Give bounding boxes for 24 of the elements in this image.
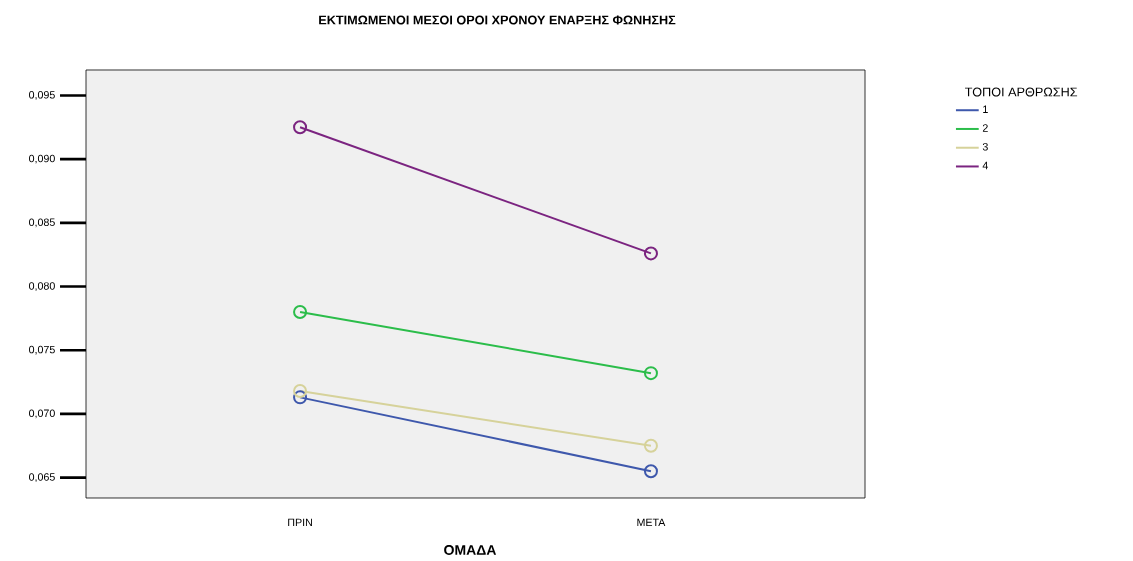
point: [643, 438, 658, 453]
point: [293, 120, 308, 135]
legend-label: 2: [982, 124, 988, 132]
point: [293, 305, 308, 320]
y-tick-label: 0,090: [29, 154, 55, 164]
y-tick-label: 0,070: [29, 409, 55, 419]
point: [293, 383, 308, 398]
legend-label: 3: [982, 143, 988, 151]
point: [643, 366, 658, 381]
y-tick-label: 0,095: [29, 91, 55, 100]
y-tick-label: 0,075: [29, 345, 55, 355]
point: [643, 464, 658, 479]
legend-title: ΤΟΠΟΙ ΑΡΘΡΩΣΗΣ: [965, 87, 1078, 97]
y-tick-label: 0,065: [29, 473, 55, 483]
legend-label: 1: [983, 105, 988, 113]
x-tick-label: ΠΡΙΝ: [288, 518, 312, 527]
point: [293, 390, 308, 405]
chart-title: ΕΚΤΙΜΩΜΕΝΟΙ ΜΕΣΟΙ ΟΡΟΙ ΧΡΟΝΟΥ ΕΝΑΡΞΗΣ ΦΩΝΗΣΗΣ: [319, 15, 676, 25]
x-tick-label: ΜΕΤΑ: [637, 518, 666, 527]
x-axis-title: ΟΜΑΔΑ: [444, 545, 497, 555]
legend-label: 4: [982, 161, 989, 170]
point: [643, 246, 658, 261]
y-tick-label: 0,085: [29, 218, 55, 228]
y-tick-label: 0,080: [29, 282, 55, 291]
